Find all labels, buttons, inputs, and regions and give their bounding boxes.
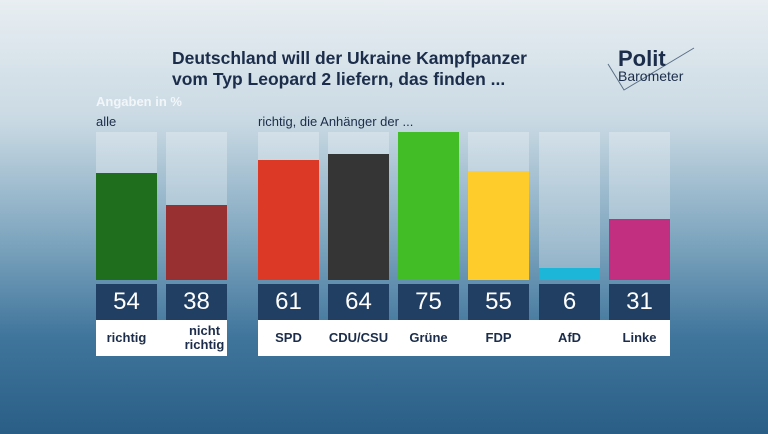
bar: [328, 153, 389, 280]
bar-track: [96, 132, 157, 280]
data-label: 38: [166, 284, 227, 320]
data-label: 75: [398, 284, 459, 320]
data-label: 55: [468, 284, 529, 320]
category-label: SPD: [275, 330, 302, 345]
category-label: CDU/CSU: [328, 330, 389, 345]
data-label: 54: [96, 284, 157, 320]
data-label: 61: [258, 284, 319, 320]
bar: [609, 218, 670, 280]
data-label: 64: [328, 284, 389, 320]
chart-title: Deutschland will der Ukraine Kampfpanzer…: [172, 48, 527, 89]
logo-line2: Barometer: [618, 68, 684, 84]
data-label: 6: [539, 284, 600, 320]
bar: [166, 205, 227, 280]
bar-track: [328, 132, 389, 280]
logo-line1: Polit: [618, 46, 666, 71]
bar: [468, 171, 529, 280]
category-label: Linke: [622, 330, 657, 345]
checkmark-icon: [607, 47, 695, 91]
bar-track: [468, 132, 529, 280]
politbarometer-logo: Polit Barometer: [604, 46, 696, 92]
bar-track: [539, 132, 600, 280]
label-panel-all: [96, 320, 227, 356]
bar: [398, 132, 459, 280]
label-panel-parties: [258, 320, 670, 356]
bar-track: [398, 132, 459, 280]
category-label: FDP: [485, 330, 512, 345]
bar: [96, 173, 157, 280]
category-label: nicht richtig: [184, 323, 225, 352]
bar: [258, 159, 319, 280]
unit-label: Angaben in %: [96, 94, 182, 109]
group-label-parties: richtig, die Anhänger der ...: [258, 114, 414, 129]
bar-track: [609, 132, 670, 280]
group-label-all: alle: [96, 114, 117, 129]
bar: [539, 268, 600, 280]
data-label: 31: [609, 284, 670, 320]
bar-track: [258, 132, 319, 280]
category-label: richtig: [106, 330, 147, 345]
category-label: AfD: [557, 330, 582, 345]
category-label: Grüne: [409, 330, 448, 345]
bar-track: [166, 132, 227, 280]
